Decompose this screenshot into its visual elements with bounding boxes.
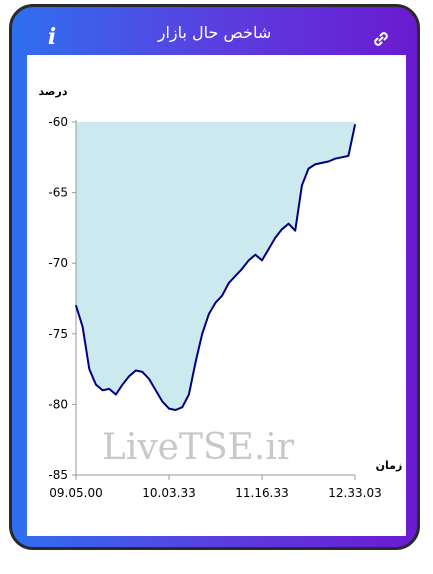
data-point xyxy=(334,157,336,160)
data-point xyxy=(340,156,343,159)
data-point xyxy=(188,393,190,396)
x-tick-label: 10.03.33 xyxy=(142,486,195,500)
data-point xyxy=(194,361,197,363)
info-button[interactable]: i xyxy=(47,24,57,50)
data-point xyxy=(254,253,257,256)
y-tick-label: -85 xyxy=(48,468,68,482)
data-point xyxy=(201,333,204,335)
data-point xyxy=(320,162,323,164)
data-point xyxy=(347,155,350,157)
y-tick-label: -60 xyxy=(48,115,68,129)
data-point xyxy=(327,160,330,163)
y-tick-label: -80 xyxy=(48,397,68,411)
link-icon[interactable] xyxy=(371,29,391,49)
data-point xyxy=(161,400,164,403)
data-point xyxy=(221,294,223,297)
data-point xyxy=(81,325,84,328)
data-point xyxy=(134,369,137,372)
data-point xyxy=(154,389,157,392)
data-point xyxy=(354,124,356,126)
x-tick-label: 09.05.00 xyxy=(49,486,102,500)
data-point xyxy=(88,368,91,370)
data-point xyxy=(281,228,283,231)
plot-area: -60 -65 -70 -75 -80 -85 09.05.00 10.03.33 11.16.… xyxy=(48,115,381,500)
area-fill xyxy=(76,122,355,410)
data-point xyxy=(174,409,177,411)
data-point xyxy=(247,259,250,262)
x-axis-label: زمان xyxy=(376,459,403,472)
data-point xyxy=(181,406,184,409)
data-point xyxy=(234,275,237,277)
data-point xyxy=(75,304,77,307)
y-tick-label: -75 xyxy=(48,327,68,341)
data-point xyxy=(307,167,310,170)
data-point xyxy=(214,301,217,304)
data-point xyxy=(227,282,230,284)
data-point xyxy=(241,268,243,270)
x-tick-label: 12.33.03 xyxy=(328,486,381,500)
data-point xyxy=(115,393,117,396)
data-point xyxy=(267,248,270,250)
data-point xyxy=(148,378,150,380)
data-point xyxy=(274,236,277,239)
data-point xyxy=(208,313,210,315)
index-chart: درصد زمان LiveTSE.ir -60 -65 -70 -75 -80 -85 0… xyxy=(39,85,403,500)
data-point xyxy=(301,184,303,187)
data-point xyxy=(261,259,263,262)
data-point xyxy=(121,383,124,386)
title-bar: i شاخص حال بازار xyxy=(12,7,417,61)
data-point xyxy=(101,389,104,392)
y-axis-label: درصد xyxy=(39,85,68,98)
data-point xyxy=(168,407,170,410)
data-point xyxy=(314,163,316,166)
page-title: شاخص حال بازار xyxy=(157,23,272,42)
data-point xyxy=(95,383,97,386)
data-point xyxy=(294,229,297,232)
data-point xyxy=(141,371,144,373)
y-tick-label: -70 xyxy=(48,256,68,270)
chart-panel: درصد زمان LiveTSE.ir -60 -65 -70 -75 -80 -85 0… xyxy=(27,55,406,536)
data-point xyxy=(128,375,130,377)
data-point xyxy=(108,388,111,390)
data-point xyxy=(287,222,290,225)
y-tick-label: -65 xyxy=(48,186,68,200)
x-tick-label: 11.16.33 xyxy=(235,486,288,500)
app-window: i شاخص حال بازار درصد زمان LiveTSE.ir -6… xyxy=(9,4,420,550)
watermark: LiveTSE.ir xyxy=(102,427,295,468)
